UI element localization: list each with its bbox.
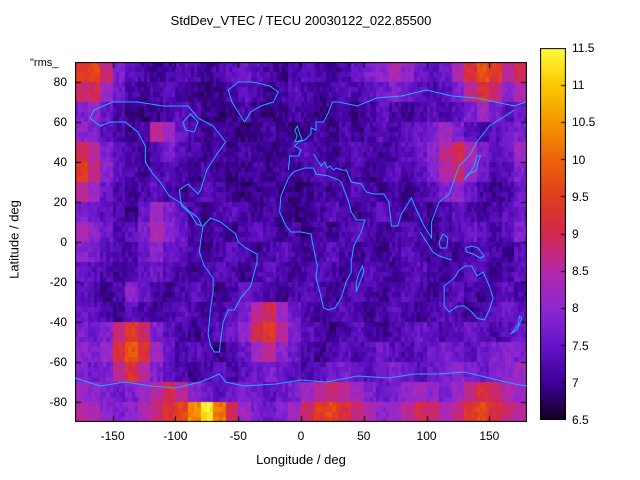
- x-tick-label: 0: [297, 429, 305, 443]
- y-tick-label: 0: [60, 235, 67, 249]
- colorbar-tick-label: 8.5: [572, 264, 589, 279]
- y-tick-label: 60: [53, 115, 67, 129]
- chart-title: StdDev_VTEC / TECU 20030122_022.85500: [170, 13, 432, 28]
- x-tick-label: 150: [479, 429, 500, 443]
- y-tick-label: 80: [53, 75, 67, 89]
- colorbar-tick-label: 7: [572, 375, 579, 390]
- colorbar-tick-label: 10: [572, 152, 586, 167]
- y-tick-label: 20: [53, 195, 67, 209]
- x-tick-label: -50: [229, 429, 247, 443]
- x-tick-label: -100: [163, 429, 188, 443]
- heatmap-canvas: [75, 62, 527, 422]
- y-axis-label: Latitude / deg: [6, 200, 22, 279]
- colorbar-tick-label: 10.5: [572, 115, 596, 130]
- x-axis-label: Longitude / deg: [256, 452, 346, 467]
- y-tick-label: -20: [49, 275, 67, 289]
- colorbar-tick-label: 11.5: [572, 41, 595, 55]
- colorbar-tick-label: 9: [572, 227, 579, 241]
- colorbar-tick-label: 11: [572, 78, 585, 93]
- stray-rms-label: "rms_: [30, 57, 59, 69]
- colorbar-tick-label: 8: [572, 301, 579, 316]
- colorbar: [540, 48, 566, 420]
- y-tick-label: -60: [49, 355, 67, 369]
- colorbar-tick-label: 9.5: [572, 189, 589, 204]
- x-tick-label: -150: [100, 429, 125, 443]
- x-tick-label: 100: [416, 429, 437, 443]
- colorbar-tick-label: 6.5: [572, 413, 589, 427]
- colorbar-tick-label: 7.5: [572, 338, 589, 353]
- x-tick-label: 50: [357, 429, 371, 443]
- y-tick-label: -80: [49, 395, 67, 409]
- y-tick-label: 40: [53, 155, 67, 169]
- y-tick-label: -40: [49, 315, 67, 329]
